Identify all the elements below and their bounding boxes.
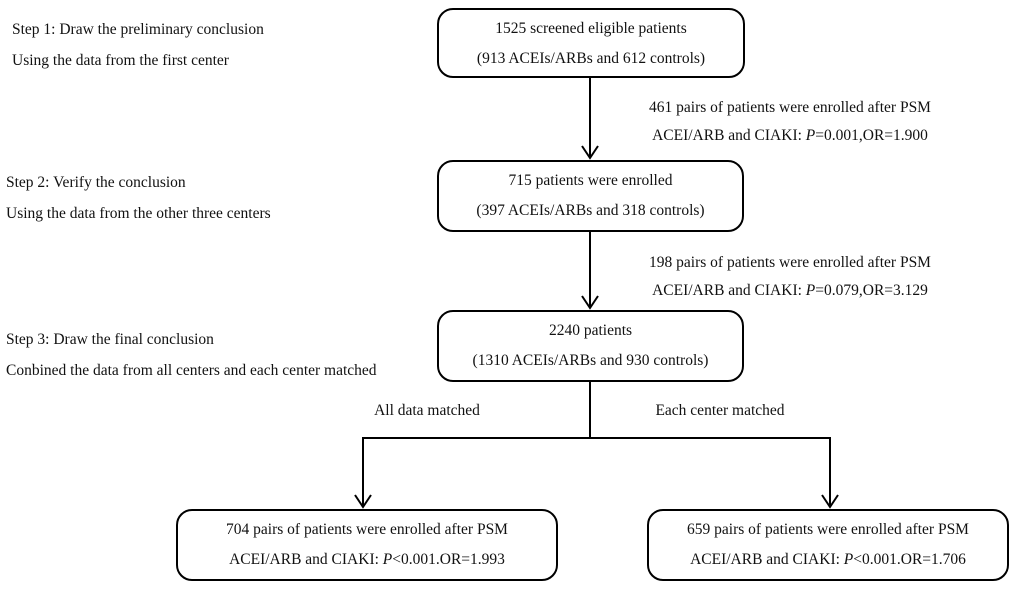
box-combined-line1: 2240 patients — [548, 322, 633, 339]
box-combined-line2: (1310 ACEIs/ARBs and 930 controls) — [472, 352, 709, 369]
box-center-matched-line1: 659 pairs of patients were enrolled afte… — [687, 521, 969, 538]
box-screened-line1: 1525 screened eligible patients — [495, 20, 687, 37]
step-1-subtitle: Using the data from the first center — [12, 52, 229, 69]
arrowhead-left-box-icon — [354, 494, 372, 509]
psm-annotation-2-line1: 198 pairs of patients were enrolled afte… — [649, 254, 931, 271]
box-screened-line2: (913 ACEIs/ARBs and 612 controls) — [476, 50, 706, 67]
arrowhead-box2-icon — [581, 145, 599, 160]
box-screened-patients: 1525 screened eligible patients (913 ACE… — [437, 8, 745, 78]
box-all-matched-line2: ACEI/ARB and CIAKI: P<0.001.OR=1.993 — [229, 551, 505, 568]
step-1-title: Step 1: Draw the preliminary conclusion — [12, 21, 264, 38]
box-enrolled-line1: 715 patients were enrolled — [508, 172, 673, 189]
step-3-subtitle: Conbined the data from all centers and e… — [6, 362, 377, 379]
box-enrolled-patients: 715 patients were enrolled (397 ACEIs/AR… — [437, 160, 744, 232]
box-enrolled-line2: (397 ACEIs/ARBs and 318 controls) — [476, 202, 705, 219]
psm-annotation-2-line2: ACEI/ARB and CIAKI: P=0.079,OR=3.129 — [652, 282, 928, 299]
psm-annotation-2: 198 pairs of patients were enrolled afte… — [600, 249, 980, 305]
box-each-center-matched-result: 659 pairs of patients were enrolled afte… — [647, 509, 1009, 581]
box-center-matched-line2: ACEI/ARB and CIAKI: P<0.001.OR=1.706 — [690, 551, 966, 568]
step-2-subtitle: Using the data from the other three cent… — [6, 205, 271, 222]
box-all-matched-line1: 704 pairs of patients were enrolled afte… — [226, 521, 508, 538]
psm-annotation-1-line1: 461 pairs of patients were enrolled afte… — [649, 99, 931, 116]
arrowhead-right-box-icon — [821, 494, 839, 509]
step-1-label: Step 1: Draw the preliminary conclusion … — [12, 14, 264, 76]
box-all-data-matched-result: 704 pairs of patients were enrolled afte… — [176, 509, 558, 581]
step-3-title: Step 3: Draw the final conclusion — [6, 331, 214, 348]
branch-label-all-data-matched: All data matched — [374, 402, 480, 419]
step-2-title: Step 2: Verify the conclusion — [6, 174, 186, 191]
step-3-label: Step 3: Draw the final conclusion Conbin… — [6, 324, 377, 386]
box-combined-patients: 2240 patients (1310 ACEIs/ARBs and 930 c… — [437, 310, 744, 382]
psm-annotation-1: 461 pairs of patients were enrolled afte… — [600, 94, 980, 150]
branch-label-each-center-matched: Each center matched — [655, 402, 785, 419]
arrowhead-box3-icon — [581, 295, 599, 310]
step-2-label: Step 2: Verify the conclusion Using the … — [6, 167, 271, 229]
psm-annotation-1-line2: ACEI/ARB and CIAKI: P=0.001,OR=1.900 — [652, 127, 928, 144]
